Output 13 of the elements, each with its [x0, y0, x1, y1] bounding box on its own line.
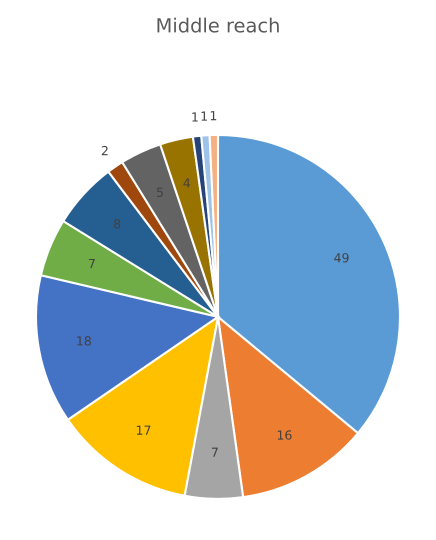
data-label: 4 [183, 178, 190, 188]
data-label: 1 [210, 111, 216, 120]
data-label: 17 [136, 426, 150, 435]
data-label: 7 [212, 448, 218, 457]
data-label: 16 [278, 430, 292, 440]
chart-title: Middle reach [157, 18, 279, 33]
data-label: 1 [202, 112, 207, 121]
data-label: 8 [114, 219, 120, 229]
data-label: 49 [334, 253, 349, 263]
data-label: 2 [102, 146, 108, 156]
data-label: 7 [88, 259, 95, 268]
data-label: 1 [192, 112, 198, 122]
data-label: 18 [77, 336, 91, 346]
